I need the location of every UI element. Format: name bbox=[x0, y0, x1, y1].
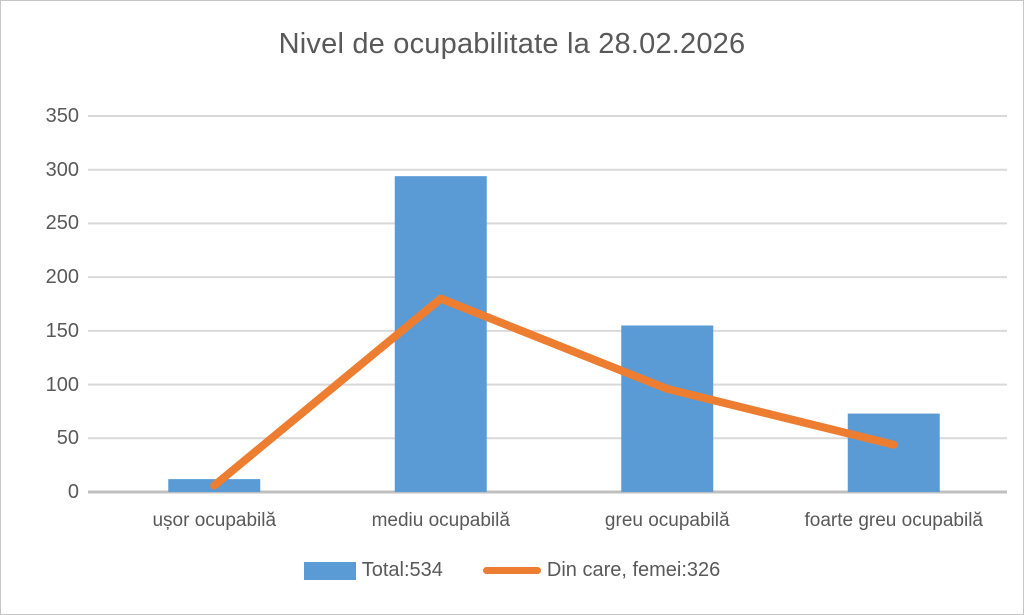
y-axis-tick-label: 100 bbox=[45, 373, 79, 396]
legend-line-swatch-icon bbox=[482, 567, 541, 574]
x-axis-category-label: ușor ocupabilă bbox=[152, 510, 277, 531]
x-axis-category-label: mediu ocupabilă bbox=[371, 510, 510, 531]
bar-3 bbox=[621, 325, 714, 492]
legend: Total:534 Din care, femei:326 bbox=[1, 559, 1023, 582]
bar-4 bbox=[847, 413, 940, 492]
y-axis-tick-label: 250 bbox=[45, 212, 79, 235]
legend-item-total: Total:534 bbox=[303, 559, 443, 582]
y-axis-tick-label: 300 bbox=[45, 158, 79, 181]
legend-label-total: Total:534 bbox=[361, 559, 443, 581]
legend-bar-swatch-icon bbox=[303, 561, 356, 580]
legend-item-femei: Din care, femei:326 bbox=[482, 559, 721, 582]
y-axis-tick-label: 0 bbox=[67, 481, 79, 503]
legend-label-femei: Din care, femei:326 bbox=[546, 559, 721, 581]
y-axis-tick-label: 350 bbox=[45, 105, 79, 127]
bar-2 bbox=[394, 176, 487, 492]
y-axis-tick-label: 150 bbox=[45, 319, 79, 342]
x-axis-category-label: greu ocupabilă bbox=[604, 510, 730, 531]
y-axis-tick-label: 50 bbox=[56, 427, 79, 450]
x-axis-category-label: foarte greu ocupabilă bbox=[804, 510, 983, 531]
chart-title: Nivel de ocupabilitate la 28.02.2026 bbox=[278, 28, 746, 60]
femei-line bbox=[210, 294, 898, 490]
y-axis-tick-label: 200 bbox=[45, 266, 79, 289]
